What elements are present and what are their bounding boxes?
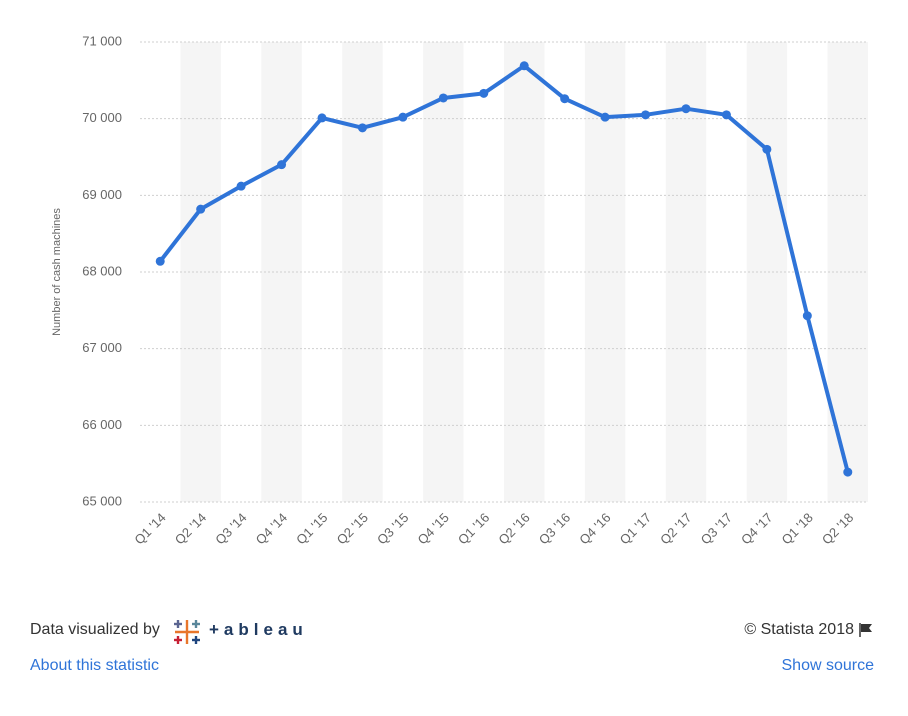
y-tick-label: 66 000 xyxy=(82,417,122,432)
y-tick-label: 67 000 xyxy=(82,340,122,355)
x-tick-label: Q3 '17 xyxy=(698,510,735,547)
point xyxy=(641,110,651,120)
point xyxy=(398,112,408,122)
point xyxy=(357,123,367,133)
tableau-icon xyxy=(174,620,200,644)
x-tick-label: Q2 '17 xyxy=(657,510,694,547)
point xyxy=(277,160,287,170)
point xyxy=(479,88,489,98)
y-tick-label: 65 000 xyxy=(82,493,122,508)
x-tick-label: Q2 '18 xyxy=(819,510,856,547)
x-tick-label: Q4 '15 xyxy=(414,510,451,547)
x-tick-label: Q2 '16 xyxy=(495,510,532,547)
x-tick-label: Q3 '15 xyxy=(374,510,411,547)
about-link[interactable]: About this statistic xyxy=(30,657,159,674)
y-tick-label: 69 000 xyxy=(82,187,122,202)
flag-icon xyxy=(859,623,872,637)
x-tick-label: Q4 '14 xyxy=(253,510,290,547)
x-tick-label: Q1 '17 xyxy=(617,510,654,547)
x-tick-label: Q3 '14 xyxy=(212,510,249,547)
source-link[interactable]: Show source xyxy=(781,657,875,674)
point xyxy=(236,181,246,191)
y-axis-label: Number of cash machines xyxy=(51,208,63,336)
credit: Data visualized by xyxy=(30,621,160,639)
x-tick-label: Q4 '16 xyxy=(576,510,613,547)
x-tick-label: Q4 '17 xyxy=(738,510,775,547)
x-tick-label: Q1 '16 xyxy=(455,510,492,547)
copyright: © Statista 2018 xyxy=(744,621,854,638)
x-tick-label: Q1 '14 xyxy=(131,510,168,547)
point xyxy=(802,311,812,321)
point xyxy=(843,467,853,477)
point xyxy=(600,112,610,122)
point xyxy=(317,113,327,123)
x-tick-label: Q3 '16 xyxy=(536,510,573,547)
x-tick-label: Q1 '15 xyxy=(293,510,330,547)
chart: Number of cash machines 65 000 66 000 67 0… xyxy=(51,33,868,547)
point xyxy=(438,93,448,103)
x-tick-label: Q2 '14 xyxy=(172,510,209,547)
point xyxy=(721,110,731,120)
y-tick-label: 71 000 xyxy=(82,33,122,48)
y-tick-label: 70 000 xyxy=(82,110,122,125)
credit-text: Data visualized by xyxy=(30,621,160,638)
point xyxy=(155,256,165,266)
tableau-logo: +ableau xyxy=(209,620,308,639)
point xyxy=(762,144,772,154)
line xyxy=(158,63,850,473)
point xyxy=(681,104,691,114)
x-tick-label: Q1 '18 xyxy=(778,510,815,547)
point xyxy=(560,94,570,104)
x-tick-label: Q2 '15 xyxy=(334,510,371,547)
point xyxy=(519,61,529,71)
point xyxy=(196,204,206,214)
y-tick-label: 68 000 xyxy=(82,263,122,278)
